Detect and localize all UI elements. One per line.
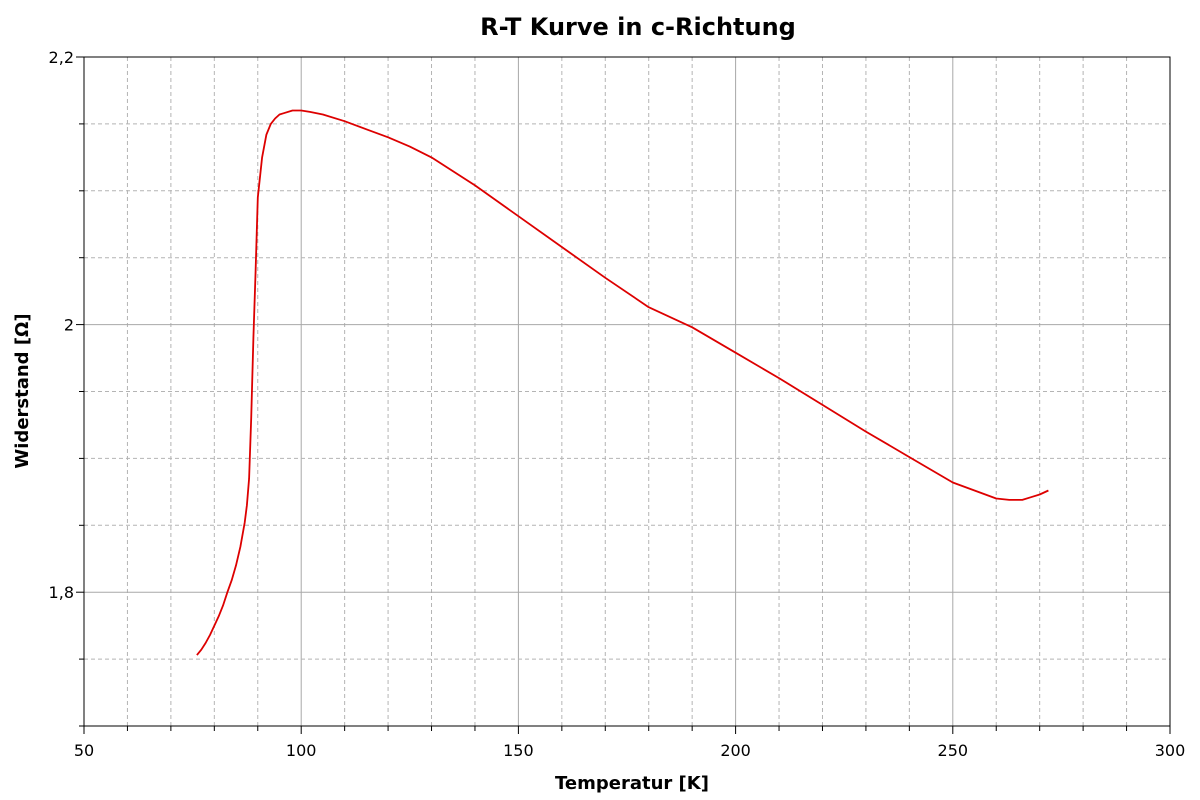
series-line bbox=[196, 109, 1049, 656]
series-layer bbox=[196, 109, 1049, 656]
axis-ticks bbox=[76, 56, 1171, 734]
x-tick-label: 100 bbox=[286, 741, 317, 760]
x-tick-label: 300 bbox=[1155, 741, 1186, 760]
y-axis-label: Widerstand [Ω] bbox=[12, 313, 33, 468]
x-tick-label: 250 bbox=[938, 741, 969, 760]
x-axis-label: Temperatur [K] bbox=[555, 773, 709, 794]
grid bbox=[84, 57, 1170, 726]
chart-title: R-T Kurve in c-Richtung bbox=[480, 13, 796, 41]
x-tick-label: 200 bbox=[720, 741, 751, 760]
tick-labels: 50 100 150 200 250 300 1,8 2 2,2 bbox=[49, 48, 1186, 760]
y-tick-label: 2 bbox=[64, 316, 74, 335]
x-tick-label: 150 bbox=[503, 741, 534, 760]
y-tick-label: 2,2 bbox=[49, 48, 74, 67]
x-tick-label: 50 bbox=[74, 741, 94, 760]
y-tick-label: 1,8 bbox=[49, 583, 74, 602]
